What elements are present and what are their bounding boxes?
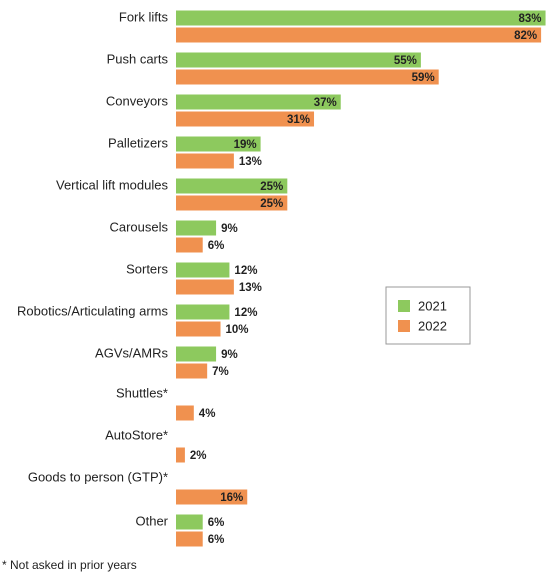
value-label: 7% bbox=[212, 366, 229, 378]
value-label: 13% bbox=[239, 156, 262, 168]
bar bbox=[176, 94, 341, 110]
value-label: 19% bbox=[234, 139, 257, 151]
value-label: 31% bbox=[287, 114, 310, 126]
bar bbox=[176, 237, 203, 253]
category-label: AGVs/AMRs bbox=[95, 345, 168, 360]
value-label: 25% bbox=[260, 198, 283, 210]
bar bbox=[176, 220, 217, 236]
bar bbox=[176, 27, 542, 43]
category-label: Vertical lift modules bbox=[56, 177, 168, 192]
bar bbox=[176, 10, 546, 26]
bar bbox=[176, 363, 208, 379]
legend-box bbox=[385, 286, 471, 345]
value-label: 12% bbox=[234, 307, 257, 319]
value-label: 13% bbox=[239, 282, 262, 294]
value-label: 37% bbox=[314, 97, 337, 109]
bar bbox=[176, 346, 217, 362]
bar bbox=[176, 178, 288, 194]
category-label: Conveyors bbox=[106, 93, 169, 108]
value-label: 9% bbox=[221, 223, 238, 235]
bar bbox=[176, 262, 230, 278]
bar bbox=[176, 447, 185, 463]
category-label: Goods to person (GTP)* bbox=[28, 469, 168, 484]
legend-label: 2022 bbox=[418, 318, 447, 333]
value-label: 4% bbox=[199, 408, 216, 420]
value-label: 59% bbox=[412, 72, 435, 84]
category-label: Sorters bbox=[126, 261, 168, 276]
bar bbox=[176, 136, 261, 152]
category-label: Palletizers bbox=[108, 135, 168, 150]
value-label: 55% bbox=[394, 55, 417, 67]
value-label: 2% bbox=[190, 450, 207, 462]
bar bbox=[176, 153, 234, 169]
legend-swatch bbox=[398, 320, 410, 332]
footnote: * Not asked in prior years bbox=[2, 558, 137, 572]
bar bbox=[176, 514, 203, 530]
category-label: Shuttles* bbox=[116, 385, 168, 400]
category-label: AutoStore* bbox=[105, 427, 168, 442]
bar bbox=[176, 69, 439, 85]
category-label: Other bbox=[135, 513, 168, 528]
value-label: 6% bbox=[208, 534, 225, 546]
category-label: Carousels bbox=[109, 219, 168, 234]
legend-swatch bbox=[398, 300, 410, 312]
bar bbox=[176, 111, 315, 127]
legend-label: 2021 bbox=[418, 298, 447, 313]
category-label: Robotics/Articulating arms bbox=[17, 303, 168, 318]
bar bbox=[176, 405, 194, 421]
bar bbox=[176, 531, 203, 547]
bar bbox=[176, 52, 421, 68]
bar bbox=[176, 304, 230, 320]
value-label: 25% bbox=[260, 181, 283, 193]
value-label: 83% bbox=[519, 13, 542, 25]
value-label: 82% bbox=[514, 30, 537, 42]
bar bbox=[176, 279, 234, 295]
value-label: 6% bbox=[208, 517, 225, 529]
value-label: 12% bbox=[234, 265, 257, 277]
value-label: 10% bbox=[226, 324, 249, 336]
bar bbox=[176, 489, 248, 505]
bar bbox=[176, 321, 221, 337]
value-label: 9% bbox=[221, 349, 238, 361]
value-label: 16% bbox=[220, 492, 243, 504]
category-label: Push carts bbox=[107, 51, 169, 66]
category-label: Fork lifts bbox=[119, 9, 169, 24]
bar bbox=[176, 195, 288, 211]
value-label: 6% bbox=[208, 240, 225, 252]
